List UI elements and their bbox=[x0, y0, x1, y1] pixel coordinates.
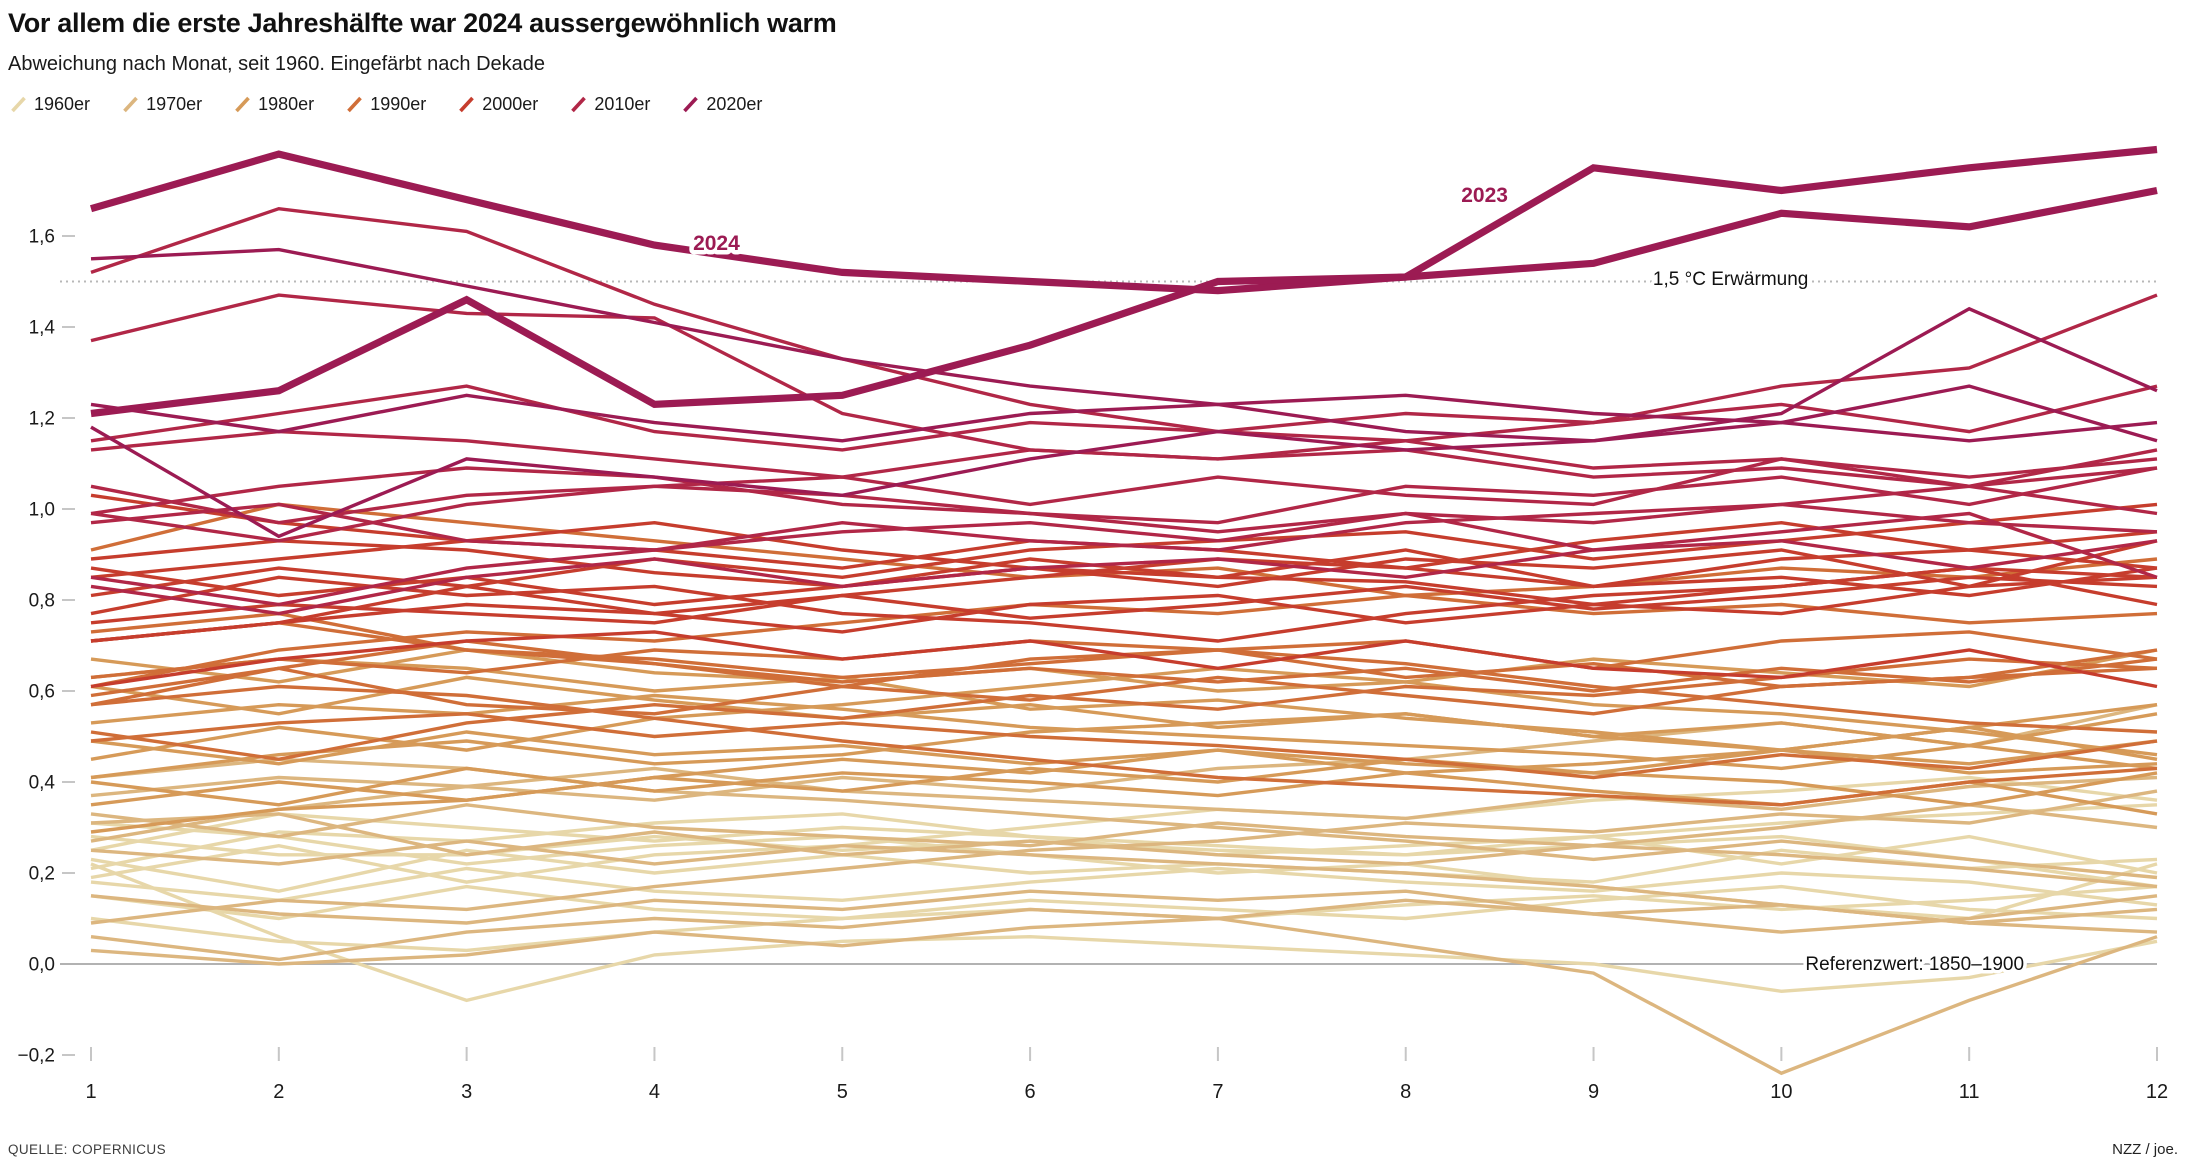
gridline-annotation: Referenzwert: 1850–1900 bbox=[1805, 954, 2024, 975]
legend-label: 2020er bbox=[706, 94, 763, 114]
x-tick-label: 2 bbox=[273, 1081, 284, 1103]
year-line-1966 bbox=[90, 866, 2158, 907]
x-tick-label: 8 bbox=[1400, 1081, 1411, 1103]
legend-label: 2010er bbox=[594, 94, 651, 114]
year-annotation-2024: 2024 bbox=[693, 232, 740, 255]
year-line-2017 bbox=[90, 293, 2158, 489]
year-line-2000 bbox=[90, 630, 2158, 689]
decade-slash-icon bbox=[11, 96, 26, 113]
year-line-1989 bbox=[90, 712, 2158, 780]
decade-slash-icon bbox=[571, 96, 587, 113]
year-line-1990 bbox=[90, 639, 2158, 707]
x-tick-label: 10 bbox=[1770, 1081, 1792, 1103]
y-tick-label: −0,2 bbox=[17, 1046, 55, 1067]
page-title: Vor allem die erste Jahreshälfte war 202… bbox=[8, 8, 837, 38]
year-line-1970 bbox=[90, 812, 2158, 889]
y-tick-label: 1,2 bbox=[29, 409, 55, 430]
year-line-1983 bbox=[90, 657, 2158, 761]
year-line-1972 bbox=[90, 789, 2158, 925]
legend-item-1980er: 1980er bbox=[234, 94, 314, 115]
year-line-2012 bbox=[90, 502, 2158, 607]
year-line-2007 bbox=[90, 493, 2158, 598]
x-tick-label: 5 bbox=[837, 1081, 848, 1103]
year-line-1985 bbox=[90, 757, 2158, 834]
year-line-2023 bbox=[90, 145, 2158, 418]
y-tick-label: 0,6 bbox=[29, 682, 55, 703]
x-tick-label: 7 bbox=[1212, 1081, 1223, 1103]
legend-item-2010er: 2010er bbox=[570, 94, 650, 115]
legend-label: 2000er bbox=[482, 94, 539, 114]
year-line-1973 bbox=[90, 757, 2158, 880]
year-line-1969 bbox=[90, 803, 2158, 871]
x-tick-label: 11 bbox=[1959, 1081, 1980, 1103]
legend-item-2000er: 2000er bbox=[458, 94, 538, 115]
year-line-1993 bbox=[90, 712, 2158, 780]
y-tick-label: 1,6 bbox=[29, 227, 55, 248]
y-tick-label: 1,0 bbox=[29, 500, 55, 521]
year-line-1974 bbox=[90, 894, 2158, 962]
year-line-1997 bbox=[90, 557, 2158, 689]
year-line-2006 bbox=[90, 530, 2158, 625]
gridline-annotation: 1,5 °C Erwärmung bbox=[1653, 269, 1808, 290]
legend-item-2020er: 2020er bbox=[682, 94, 762, 115]
y-tick-label: 1,4 bbox=[29, 318, 56, 339]
year-line-1986 bbox=[90, 730, 2158, 775]
decade-legend: 1960er 1970er 1980er 1990er 2000er 2010er 2020… bbox=[10, 94, 762, 115]
y-tick-label: 0,4 bbox=[29, 773, 56, 794]
year-line-1968 bbox=[90, 884, 2158, 921]
legend-item-1960er: 1960er bbox=[10, 94, 90, 115]
year-line-1976 bbox=[90, 916, 2158, 1076]
year-line-1991 bbox=[90, 639, 2158, 734]
year-line-1980 bbox=[90, 693, 2158, 771]
decade-slash-icon bbox=[347, 96, 363, 113]
x-tick-label: 6 bbox=[1025, 1081, 1036, 1103]
chart-subtitle: Abweichung nach Monat, seit 1960. Eingef… bbox=[8, 53, 546, 75]
year-line-2018 bbox=[90, 457, 2158, 525]
legend-item-1990er: 1990er bbox=[346, 94, 426, 115]
year-line-1992 bbox=[90, 684, 2158, 807]
year-line-2014 bbox=[90, 466, 2158, 543]
year-line-1988 bbox=[90, 648, 2158, 757]
year-line-2022 bbox=[90, 306, 2158, 443]
x-tick-label: 1 bbox=[85, 1081, 96, 1103]
legend-label: 1980er bbox=[258, 94, 315, 114]
x-tick-label: 9 bbox=[1588, 1081, 1599, 1103]
year-annotation-2023: 2023 bbox=[1461, 184, 1508, 207]
year-line-2008 bbox=[90, 566, 2158, 643]
source-note: QUELLE: COPERNICUS bbox=[8, 1142, 166, 1157]
decade-slash-icon bbox=[235, 96, 250, 113]
chart-header: Vor allem die erste Jahreshälfte war 202… bbox=[8, 0, 837, 76]
year-line-1978 bbox=[90, 803, 2158, 848]
credit-note: NZZ / joe. bbox=[2112, 1141, 2178, 1158]
x-tick-label: 3 bbox=[461, 1081, 472, 1103]
year-line-2015 bbox=[90, 293, 2158, 479]
legend-label: 1970er bbox=[146, 94, 203, 114]
year-line-2011 bbox=[90, 539, 2158, 616]
year-line-1977 bbox=[90, 766, 2158, 821]
y-tick-label: 0,0 bbox=[29, 955, 55, 976]
year-line-1963 bbox=[90, 775, 2158, 884]
year-line-1975 bbox=[90, 839, 2158, 934]
decade-slash-icon bbox=[683, 96, 699, 113]
year-line-2021 bbox=[90, 420, 2158, 539]
x-tick-label: 4 bbox=[649, 1081, 660, 1103]
year-line-2019 bbox=[90, 384, 2158, 452]
y-tick-label: 0,2 bbox=[29, 864, 55, 885]
year-line-1967 bbox=[90, 848, 2158, 893]
y-tick-label: 0,8 bbox=[29, 591, 55, 612]
legend-label: 1960er bbox=[34, 94, 91, 114]
year-line-2001 bbox=[90, 575, 2158, 643]
decade-slash-icon bbox=[459, 96, 475, 113]
legend-item-1970er: 1970er bbox=[122, 94, 202, 115]
decade-slash-icon bbox=[123, 96, 138, 113]
legend-label: 1990er bbox=[370, 94, 427, 114]
year-line-1964 bbox=[90, 862, 2158, 1003]
year-line-2020 bbox=[90, 247, 2158, 443]
x-tick-label: 12 bbox=[2146, 1081, 2168, 1103]
year-line-2013 bbox=[90, 484, 2158, 552]
year-line-2024 bbox=[89, 150, 2158, 295]
